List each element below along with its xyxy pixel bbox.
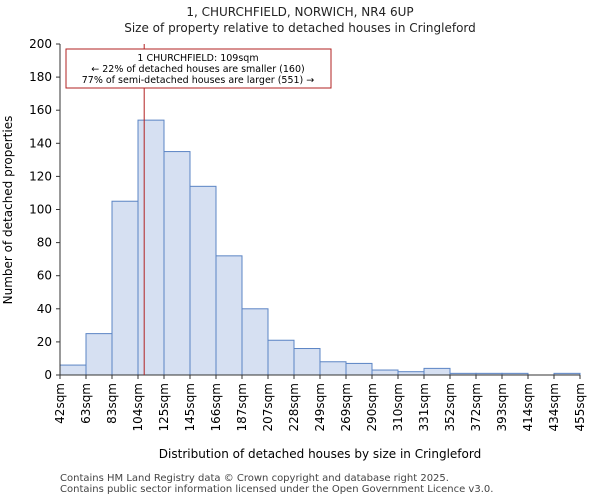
y-tick-label-40: 40: [37, 302, 52, 316]
footer-line-2: Contains public sector information licen…: [60, 484, 494, 495]
y-tick-label-120: 120: [29, 169, 52, 183]
bar-104sqm: [137, 119, 165, 376]
x-tick-label-187sqm: 187sqm: [235, 383, 249, 431]
chart-title: 1, CHURCHFIELD, NORWICH, NR4 6UP: [186, 5, 414, 19]
x-tick-label-434sqm: 434sqm: [547, 383, 561, 431]
x-tick-label-207sqm: 207sqm: [261, 383, 275, 431]
x-tick-label-455sqm: 455sqm: [573, 383, 587, 431]
y-axis-label: Number of detached properties: [1, 116, 15, 305]
x-tick-label-42sqm: 42sqm: [53, 383, 67, 424]
x-tick-label-393sqm: 393sqm: [495, 383, 509, 431]
bar-269sqm: [345, 362, 373, 376]
bar-145sqm: [189, 185, 217, 376]
x-tick-label-269sqm: 269sqm: [339, 383, 353, 431]
x-tick-label-331sqm: 331sqm: [417, 383, 431, 431]
x-tick-label-228sqm: 228sqm: [287, 383, 301, 431]
x-tick-label-104sqm: 104sqm: [131, 383, 145, 431]
annotation-line-2: ← 22% of detached houses are smaller (16…: [91, 64, 304, 75]
bar-83sqm: [111, 200, 139, 376]
bar-207sqm: [267, 339, 295, 376]
y-tick-label-180: 180: [29, 70, 52, 84]
chart-subtitle: Size of property relative to detached ho…: [124, 21, 476, 35]
bar-63sqm: [85, 333, 113, 376]
bar-228sqm: [293, 348, 321, 376]
y-tick-label-0: 0: [44, 368, 52, 382]
bar-249sqm: [319, 361, 347, 376]
bar-290sqm: [371, 369, 399, 376]
y-tick-label-160: 160: [29, 103, 52, 117]
x-tick-label-249sqm: 249sqm: [313, 383, 327, 431]
y-tick-label-140: 140: [29, 136, 52, 150]
bar-166sqm: [215, 255, 243, 376]
bar-125sqm: [163, 151, 191, 376]
x-tick-label-414sqm: 414sqm: [521, 383, 535, 431]
y-tick-label-80: 80: [37, 236, 52, 250]
annotation-line-3: 77% of semi-detached houses are larger (…: [82, 75, 315, 86]
x-tick-label-166sqm: 166sqm: [209, 383, 223, 431]
x-tick-label-290sqm: 290sqm: [365, 383, 379, 431]
y-tick-label-100: 100: [29, 203, 52, 217]
bar-187sqm: [241, 308, 269, 376]
x-axis-label: Distribution of detached houses by size …: [159, 447, 481, 461]
y-tick-label-200: 200: [29, 37, 52, 51]
y-tick-label-60: 60: [37, 269, 52, 283]
annotation-box: [65, 48, 332, 89]
x-tick-label-145sqm: 145sqm: [183, 383, 197, 431]
x-tick-label-83sqm: 83sqm: [105, 383, 119, 424]
x-tick-label-310sqm: 310sqm: [391, 383, 405, 431]
bar-42sqm: [59, 364, 87, 376]
x-tick-label-125sqm: 125sqm: [157, 383, 171, 431]
x-tick-label-352sqm: 352sqm: [443, 383, 457, 431]
annotation-line-1: 1 CHURCHFIELD: 109sqm: [137, 53, 258, 64]
bar-331sqm: [423, 367, 451, 376]
footer-line-1: Contains HM Land Registry data © Crown c…: [60, 473, 449, 484]
y-tick-label-20: 20: [37, 335, 52, 349]
x-tick-label-372sqm: 372sqm: [469, 383, 483, 431]
x-tick-label-63sqm: 63sqm: [79, 383, 93, 424]
